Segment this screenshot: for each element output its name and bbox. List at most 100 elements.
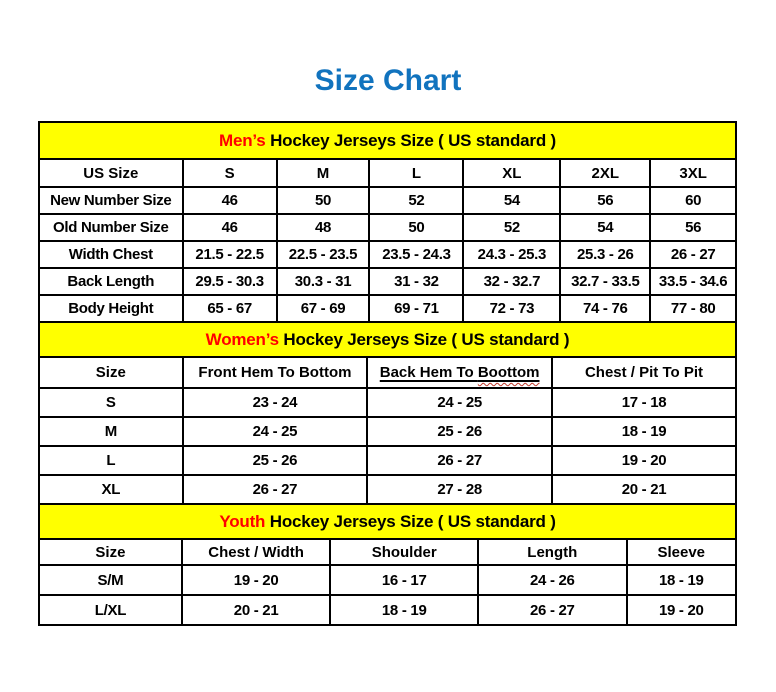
size-cell: 31 - 32 bbox=[368, 267, 465, 296]
table-row: Width Chest 21.5 - 22.5 22.5 - 23.5 23.5… bbox=[38, 240, 737, 269]
size-cell: 32.7 - 33.5 bbox=[559, 267, 652, 296]
size-cell: 19 - 20 bbox=[180, 564, 332, 596]
size-cell: 33.5 - 34.6 bbox=[649, 267, 737, 296]
size-cell: 67 - 69 bbox=[275, 294, 371, 323]
size-cell: 50 bbox=[368, 213, 465, 242]
column-header-s: S bbox=[181, 158, 278, 188]
table-row: L/XL 20 - 21 18 - 19 26 - 27 19 - 20 bbox=[38, 594, 738, 626]
row-label: S/M bbox=[38, 564, 183, 596]
table-row: Body Height 65 - 67 67 - 69 69 - 71 72 -… bbox=[38, 294, 737, 323]
column-header-size: Size bbox=[38, 538, 183, 566]
underlined-header-text: Back Hem To Boottom bbox=[379, 364, 540, 381]
size-cell: 52 bbox=[462, 213, 562, 242]
column-header-shoulder: Shoulder bbox=[329, 538, 480, 566]
size-cell: 24 - 25 bbox=[181, 416, 369, 447]
size-cell: 24 - 26 bbox=[477, 564, 628, 596]
table-row: Back Length 29.5 - 30.3 30.3 - 31 31 - 3… bbox=[38, 267, 737, 296]
size-cell: 25.3 - 26 bbox=[559, 240, 652, 269]
size-cell: 69 - 71 bbox=[368, 294, 465, 323]
size-cell: 24.3 - 25.3 bbox=[462, 240, 562, 269]
band-rest-text: Hockey Jerseys Size ( US standard ) bbox=[278, 329, 570, 349]
mens-title-band-cell: Men’s Hockey Jerseys Size ( US standard … bbox=[38, 121, 737, 160]
size-cell: 19 - 20 bbox=[625, 594, 738, 626]
column-header-length: Length bbox=[477, 538, 628, 566]
row-label: Old Number Size bbox=[38, 213, 184, 242]
size-tables-container: Men’s Hockey Jerseys Size ( US standard … bbox=[38, 121, 738, 626]
size-cell: 26 - 27 bbox=[366, 445, 553, 476]
size-cell: 29.5 - 30.3 bbox=[181, 267, 278, 296]
row-label: Body Height bbox=[38, 294, 184, 323]
youth-header-row: Size Chest / Width Shoulder Length Sleev… bbox=[38, 538, 738, 566]
size-cell: 65 - 67 bbox=[181, 294, 278, 323]
column-header-chest-width: Chest / Width bbox=[180, 538, 332, 566]
youth-title-band: Youth Hockey Jerseys Size ( US standard … bbox=[38, 503, 737, 540]
table-row: XL 26 - 27 27 - 28 20 - 21 bbox=[38, 474, 738, 505]
column-header-us-size: US Size bbox=[38, 158, 184, 188]
size-cell: 21.5 - 22.5 bbox=[181, 240, 278, 269]
column-header-xl: XL bbox=[462, 158, 562, 188]
row-label: Back Length bbox=[38, 267, 184, 296]
size-cell: 26 - 27 bbox=[477, 594, 628, 626]
column-header-back-hem: Back Hem To Boottom bbox=[366, 356, 553, 389]
table-row: New Number Size 46 50 52 54 56 60 bbox=[38, 186, 737, 215]
table-row: Old Number Size 46 48 50 52 54 56 bbox=[38, 213, 737, 242]
size-cell: 20 - 21 bbox=[180, 594, 332, 626]
mens-header-row: US Size S M L XL 2XL 3XL bbox=[38, 158, 737, 188]
size-cell: 23.5 - 24.3 bbox=[368, 240, 465, 269]
size-cell: 46 bbox=[181, 213, 278, 242]
size-cell: 60 bbox=[649, 186, 737, 215]
size-cell: 54 bbox=[462, 186, 562, 215]
band-rest-text: Hockey Jerseys Size ( US standard ) bbox=[265, 511, 556, 531]
size-cell: 56 bbox=[649, 213, 737, 242]
column-header-sleeve: Sleeve bbox=[625, 538, 738, 566]
womens-size-table: Women’s Hockey Jerseys Size ( US standar… bbox=[38, 321, 738, 505]
row-label: L bbox=[38, 445, 184, 476]
band-rest-text: Hockey Jerseys Size ( US standard ) bbox=[265, 130, 556, 150]
mens-size-table: Men’s Hockey Jerseys Size ( US standard … bbox=[38, 121, 737, 323]
table-row: M 24 - 25 25 - 26 18 - 19 bbox=[38, 416, 738, 447]
size-cell: 26 - 27 bbox=[649, 240, 737, 269]
womens-title-band-cell: Women’s Hockey Jerseys Size ( US standar… bbox=[38, 321, 737, 358]
column-header-front-hem: Front Hem To Bottom bbox=[181, 356, 369, 389]
size-cell: 52 bbox=[368, 186, 465, 215]
column-header-3xl: 3XL bbox=[649, 158, 737, 188]
size-cell: 56 bbox=[559, 186, 652, 215]
column-header-chest-pit: Chest / Pit To Pit bbox=[550, 356, 738, 389]
size-cell: 74 - 76 bbox=[559, 294, 652, 323]
size-cell: 72 - 73 bbox=[462, 294, 562, 323]
column-header-l: L bbox=[368, 158, 465, 188]
table-row: S/M 19 - 20 16 - 17 24 - 26 18 - 19 bbox=[38, 564, 738, 596]
size-cell: 50 bbox=[275, 186, 371, 215]
table-row: L 25 - 26 26 - 27 19 - 20 bbox=[38, 445, 738, 476]
row-label: XL bbox=[38, 474, 184, 505]
band-accent-text: Youth bbox=[219, 511, 266, 531]
spellcheck-wavy-word: Boottom bbox=[477, 364, 540, 381]
size-cell: 46 bbox=[181, 186, 278, 215]
page-title: Size Chart bbox=[314, 64, 462, 97]
size-cell: 18 - 19 bbox=[625, 564, 738, 596]
table-row: S 23 - 24 24 - 25 17 - 18 bbox=[38, 387, 738, 418]
row-label: L/XL bbox=[38, 594, 183, 626]
youth-title-band-cell: Youth Hockey Jerseys Size ( US standard … bbox=[38, 503, 737, 540]
womens-header-row: Size Front Hem To Bottom Back Hem To Boo… bbox=[38, 356, 738, 389]
size-cell: 25 - 26 bbox=[366, 416, 553, 447]
womens-title-band: Women’s Hockey Jerseys Size ( US standar… bbox=[38, 321, 737, 358]
size-cell: 19 - 20 bbox=[550, 445, 738, 476]
column-header-2xl: 2XL bbox=[559, 158, 652, 188]
size-cell: 48 bbox=[275, 213, 371, 242]
size-cell: 18 - 19 bbox=[550, 416, 738, 447]
size-cell: 16 - 17 bbox=[329, 564, 480, 596]
column-header-size: Size bbox=[38, 356, 184, 389]
size-cell: 20 - 21 bbox=[550, 474, 738, 505]
youth-size-table: Youth Hockey Jerseys Size ( US standard … bbox=[38, 503, 738, 626]
size-cell: 23 - 24 bbox=[181, 387, 369, 418]
mens-title-band: Men’s Hockey Jerseys Size ( US standard … bbox=[38, 121, 737, 160]
size-cell: 77 - 80 bbox=[649, 294, 737, 323]
size-cell: 18 - 19 bbox=[329, 594, 480, 626]
row-label: M bbox=[38, 416, 184, 447]
size-cell: 25 - 26 bbox=[181, 445, 369, 476]
size-cell: 54 bbox=[559, 213, 652, 242]
band-accent-text: Women’s bbox=[205, 329, 279, 349]
row-label: S bbox=[38, 387, 184, 418]
